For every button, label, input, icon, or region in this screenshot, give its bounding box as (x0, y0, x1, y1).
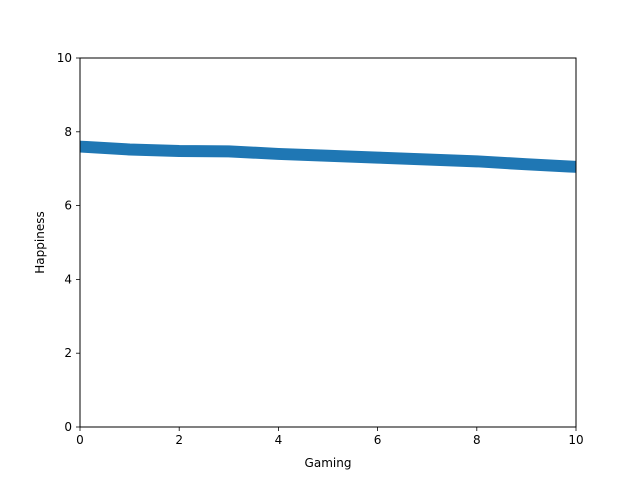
y-tick-label: 8 (64, 125, 72, 139)
y-tick-label: 4 (64, 272, 72, 286)
x-tick-label: 0 (76, 433, 84, 447)
y-axis-ticks: 0 2 4 6 8 10 (57, 51, 80, 434)
y-tick-label: 10 (57, 51, 72, 65)
x-axis-label: Gaming (305, 456, 352, 470)
x-axis-ticks: 0 2 4 6 8 10 (76, 427, 584, 447)
plot-area (80, 58, 576, 427)
y-tick-label: 2 (64, 346, 72, 360)
series-line-0 (80, 147, 576, 167)
x-tick-label: 4 (275, 433, 283, 447)
x-tick-label: 6 (374, 433, 382, 447)
y-axis-label: Happiness (33, 211, 47, 273)
series-layer (80, 147, 576, 167)
y-tick-label: 6 (64, 199, 72, 213)
x-tick-label: 2 (175, 433, 183, 447)
x-tick-label: 8 (473, 433, 481, 447)
y-tick-label: 0 (64, 420, 72, 434)
axes-frame (79, 57, 577, 428)
x-tick-label: 10 (568, 433, 583, 447)
